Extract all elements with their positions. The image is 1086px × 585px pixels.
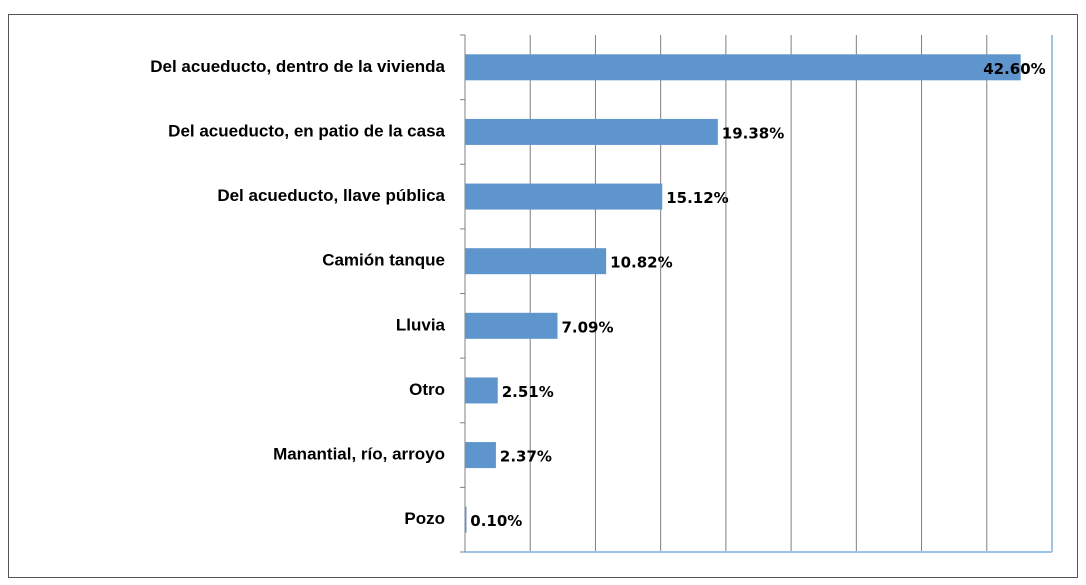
data-label: 19.38%	[722, 124, 784, 142]
y-tick-label: Camión tanque	[322, 251, 445, 270]
bar	[465, 506, 467, 533]
data-label: 42.60%	[983, 60, 1045, 78]
bar	[465, 183, 663, 210]
data-label: 7.09%	[561, 318, 613, 336]
chart-frame	[8, 14, 1078, 578]
bar	[465, 442, 496, 469]
bar	[465, 248, 607, 275]
data-label: 2.37%	[500, 448, 552, 466]
data-label: 15.12%	[666, 189, 728, 207]
data-label: 0.10%	[470, 512, 522, 530]
bar	[465, 118, 718, 145]
y-tick-label: Manantial, río, arroyo	[273, 445, 445, 464]
data-label: 10.82%	[610, 254, 672, 272]
bar	[465, 312, 558, 339]
y-tick-label: Del acueducto, en patio de la casa	[168, 121, 445, 140]
y-tick-label: Pozo	[404, 509, 445, 528]
y-tick-label: Del acueducto, dentro de la vivienda	[150, 57, 445, 76]
bar	[465, 377, 498, 404]
bar	[465, 54, 1021, 81]
y-tick-label: Del acueducto, llave pública	[217, 186, 445, 205]
data-label: 2.51%	[502, 383, 554, 401]
y-tick-label: Otro	[409, 380, 445, 399]
y-tick-label: Lluvia	[396, 315, 446, 334]
